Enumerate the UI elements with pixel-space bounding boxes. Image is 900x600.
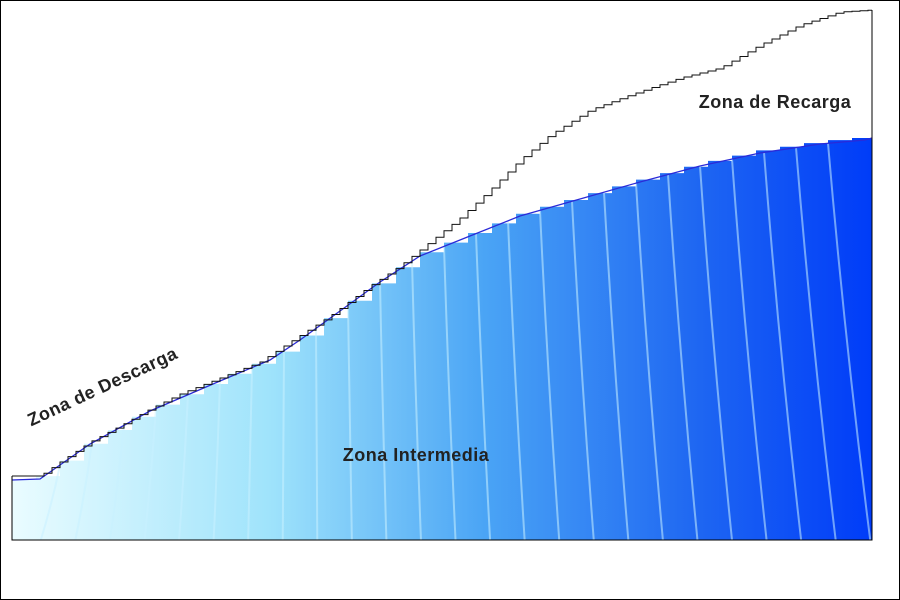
equipotential-line xyxy=(507,220,526,541)
equipotential-line xyxy=(731,158,768,541)
equipotential-line xyxy=(603,192,630,541)
equipotential-line xyxy=(571,201,595,541)
equipotential-line xyxy=(108,425,125,541)
equipotential-line xyxy=(247,367,253,541)
equipotential-line xyxy=(411,261,422,541)
equipotential-line xyxy=(795,147,837,541)
equipotential-line xyxy=(475,233,492,541)
model-frame xyxy=(11,10,873,541)
equipotential-line xyxy=(143,408,157,541)
topography xyxy=(12,9,873,477)
recharge-label: Zona de Recarga xyxy=(699,92,852,112)
equipotential-line xyxy=(635,183,664,541)
equipotential-line xyxy=(539,210,561,541)
intermediate-label: Zona Intermedia xyxy=(343,445,490,465)
equipotential-line xyxy=(281,350,285,541)
equipotential-line xyxy=(827,143,872,541)
equipotential-line xyxy=(379,281,388,541)
equipotential-line xyxy=(74,442,93,541)
equipotential-line xyxy=(347,305,353,541)
equipotential-line xyxy=(443,246,457,541)
cross-section xyxy=(11,9,873,541)
groundwater-body xyxy=(12,135,872,540)
equipotential-line xyxy=(178,394,189,541)
equipotential-line xyxy=(699,165,733,541)
equipotential-line xyxy=(39,464,61,541)
equipotential-line xyxy=(763,152,803,541)
equipotential-line xyxy=(667,174,699,541)
equipotential-line xyxy=(212,380,221,541)
equipotential-line xyxy=(315,328,319,541)
